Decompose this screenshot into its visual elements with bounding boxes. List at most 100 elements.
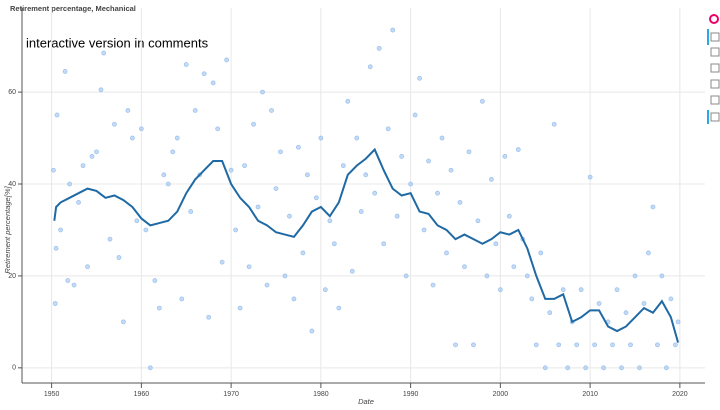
point: [444, 250, 449, 256]
point: [322, 287, 328, 293]
point: [453, 342, 458, 348]
point: [457, 199, 463, 205]
point: [331, 241, 337, 247]
point: [296, 144, 301, 150]
point: [363, 172, 369, 178]
point: [340, 163, 346, 169]
point: [76, 199, 81, 205]
save-tool[interactable]: [710, 95, 720, 105]
point: [62, 69, 68, 74]
point: [51, 167, 56, 173]
point: [327, 218, 333, 224]
point: [161, 172, 167, 178]
point: [592, 342, 598, 348]
point: [641, 301, 647, 306]
point: [417, 75, 422, 81]
point: [260, 89, 265, 95]
point: [367, 64, 373, 70]
point: [376, 46, 382, 51]
point: [251, 121, 256, 127]
point: [502, 154, 508, 159]
point: [466, 149, 472, 155]
point: [619, 365, 624, 371]
toolbar: [707, 14, 720, 124]
point: [385, 126, 391, 132]
x-tick-label: 2020: [672, 391, 688, 398]
point: [287, 213, 292, 219]
point: [138, 126, 144, 132]
point: [547, 310, 553, 316]
point: [192, 108, 198, 113]
point: [121, 319, 126, 325]
point: [71, 282, 77, 288]
point: [412, 112, 418, 118]
point: [475, 218, 481, 224]
point: [408, 181, 414, 187]
point: [309, 328, 315, 334]
point: [125, 108, 131, 113]
point: [430, 282, 436, 288]
logo: [709, 14, 719, 24]
point: [448, 167, 454, 173]
point: [336, 305, 342, 311]
point: [655, 342, 660, 348]
point: [668, 296, 674, 302]
point: [52, 301, 58, 306]
point: [65, 278, 71, 283]
point: [219, 259, 225, 265]
point: [53, 245, 59, 251]
point: [85, 264, 90, 270]
zoom-tool[interactable]: [710, 47, 720, 57]
point: [129, 135, 135, 141]
rolling-line: [53, 147, 680, 343]
y-axis-label: Retirement percentage[%]: [3, 186, 12, 274]
point: [493, 241, 499, 247]
point: [94, 149, 99, 155]
point: [601, 365, 606, 371]
point: [80, 163, 86, 169]
point: [354, 135, 360, 141]
point: [435, 190, 440, 196]
point: [556, 342, 562, 348]
point: [89, 154, 95, 159]
reset-tool[interactable]: [710, 79, 720, 89]
point: [675, 319, 681, 325]
point: [664, 365, 669, 371]
point: [273, 186, 279, 192]
point: [242, 163, 247, 169]
point: [112, 121, 117, 127]
point: [421, 227, 427, 233]
point: [349, 268, 355, 274]
point: [672, 342, 678, 348]
point: [318, 135, 324, 141]
pan-tool[interactable]: [710, 32, 720, 42]
tool-active[interactable]: [707, 29, 709, 45]
point: [659, 273, 665, 279]
point: [524, 273, 530, 279]
point: [583, 365, 589, 371]
point: [394, 213, 400, 219]
point: [471, 342, 476, 348]
tool-active[interactable]: [707, 110, 709, 124]
point: [390, 27, 396, 33]
point: [246, 264, 252, 270]
hover-tool[interactable]: [710, 112, 720, 122]
wheel-zoom-tool[interactable]: [710, 63, 720, 73]
point: [358, 209, 364, 214]
y-tick-label: 20: [8, 273, 16, 280]
point: [152, 278, 158, 283]
point: [278, 149, 283, 155]
point: [345, 98, 351, 104]
point: [403, 273, 409, 279]
point: [116, 255, 122, 260]
y-tick-label: 0: [12, 365, 16, 372]
point: [206, 314, 212, 320]
x-tick-label: 1990: [403, 391, 419, 398]
point: [58, 227, 63, 233]
point: [578, 287, 584, 293]
point: [488, 177, 494, 182]
point: [179, 296, 185, 302]
point: [637, 365, 642, 371]
